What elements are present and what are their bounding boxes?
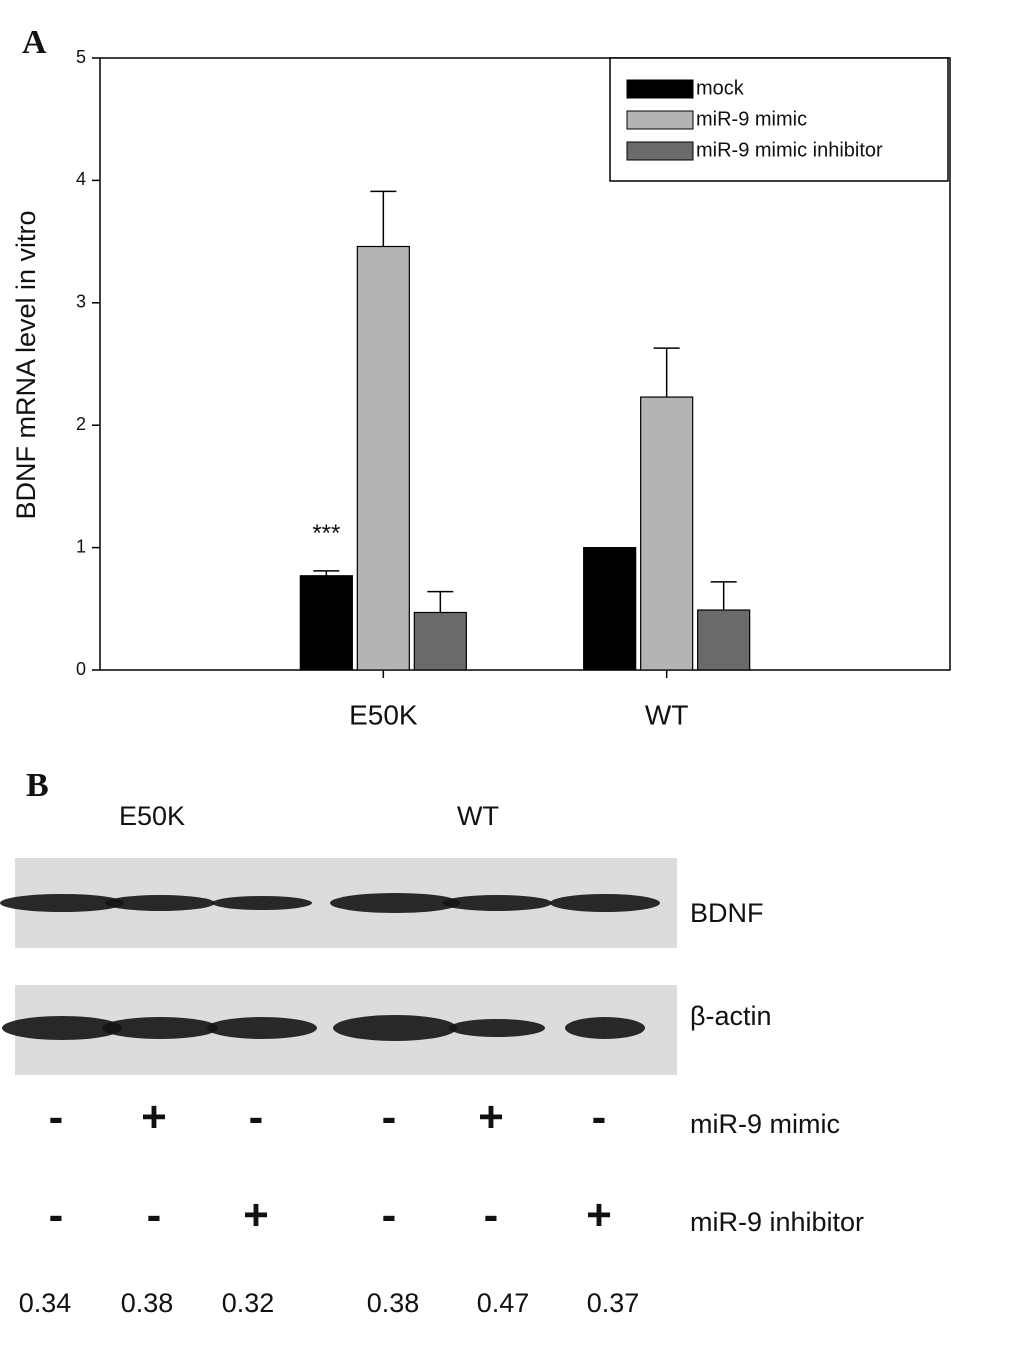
blot-band: [207, 1017, 317, 1039]
treatment-sign: -: [249, 1093, 264, 1142]
plot-frame: [99, 57, 951, 671]
treatment-sign: +: [141, 1093, 167, 1142]
legend-label: miR-9 mimic inhibitor: [696, 139, 883, 161]
bar: [413, 611, 467, 671]
ratio: 0.37: [587, 1288, 640, 1318]
treatment-sign: -: [382, 1093, 397, 1142]
ratio: 0.38: [367, 1288, 420, 1318]
y-tick-label: 0: [76, 659, 86, 679]
treatment-sign: -: [484, 1191, 499, 1240]
y-tick-label: 3: [76, 292, 86, 312]
row-label: β-actin: [690, 1001, 772, 1031]
treatment-sign: +: [243, 1191, 269, 1240]
bar: [583, 546, 637, 671]
bar: [299, 575, 353, 671]
legend-label: miR-9 mimic: [696, 108, 807, 130]
treatment-sign: +: [586, 1191, 612, 1240]
ratio: 0.32: [222, 1288, 275, 1318]
annotation: ***: [312, 520, 340, 547]
y-tick-label: 2: [76, 414, 86, 434]
treatment-label: miR-9 inhibitor: [690, 1207, 864, 1237]
ratio: 0.38: [121, 1288, 174, 1318]
panel-label: B: [26, 767, 49, 804]
treatment-sign: +: [478, 1093, 504, 1142]
blot-band: [105, 895, 215, 911]
ratio: 0.34: [19, 1288, 72, 1318]
y-tick-label: 1: [76, 536, 86, 556]
blot-band: [449, 1019, 545, 1037]
y-tick-label: 5: [76, 47, 86, 67]
blot-band: [550, 894, 660, 912]
treatment-sign: -: [49, 1093, 64, 1142]
bar: [697, 609, 751, 671]
blot-band: [333, 1015, 457, 1041]
ratio: 0.47: [477, 1288, 530, 1318]
bar: [640, 396, 694, 671]
blot-band: [2, 1016, 122, 1040]
blot-band: [330, 893, 460, 913]
treatment-sign: -: [147, 1191, 162, 1240]
panel-label: A: [22, 24, 47, 61]
blot-band: [212, 896, 312, 910]
blot-band: [442, 895, 552, 911]
bar: [356, 245, 410, 671]
x-tick-label: WT: [645, 699, 689, 730]
legend-swatch: [626, 79, 694, 99]
x-tick-label: E50K: [349, 699, 418, 730]
treatment-label: miR-9 mimic: [690, 1109, 840, 1139]
blot-band: [565, 1017, 645, 1039]
blot-band: [0, 894, 124, 912]
y-axis-label: BDNF mRNA level in vitro: [11, 210, 41, 519]
group-label: E50K: [119, 801, 185, 831]
y-tick-label: 4: [76, 169, 86, 189]
treatment-sign: -: [592, 1093, 607, 1142]
legend-label: mock: [696, 77, 745, 99]
legend-swatch: [626, 110, 694, 130]
group-label: WT: [457, 801, 499, 831]
blot-band: [102, 1017, 218, 1039]
treatment-sign: -: [382, 1191, 397, 1240]
row-label: BDNF: [690, 898, 764, 928]
treatment-sign: -: [49, 1191, 64, 1240]
legend-swatch: [626, 141, 694, 161]
